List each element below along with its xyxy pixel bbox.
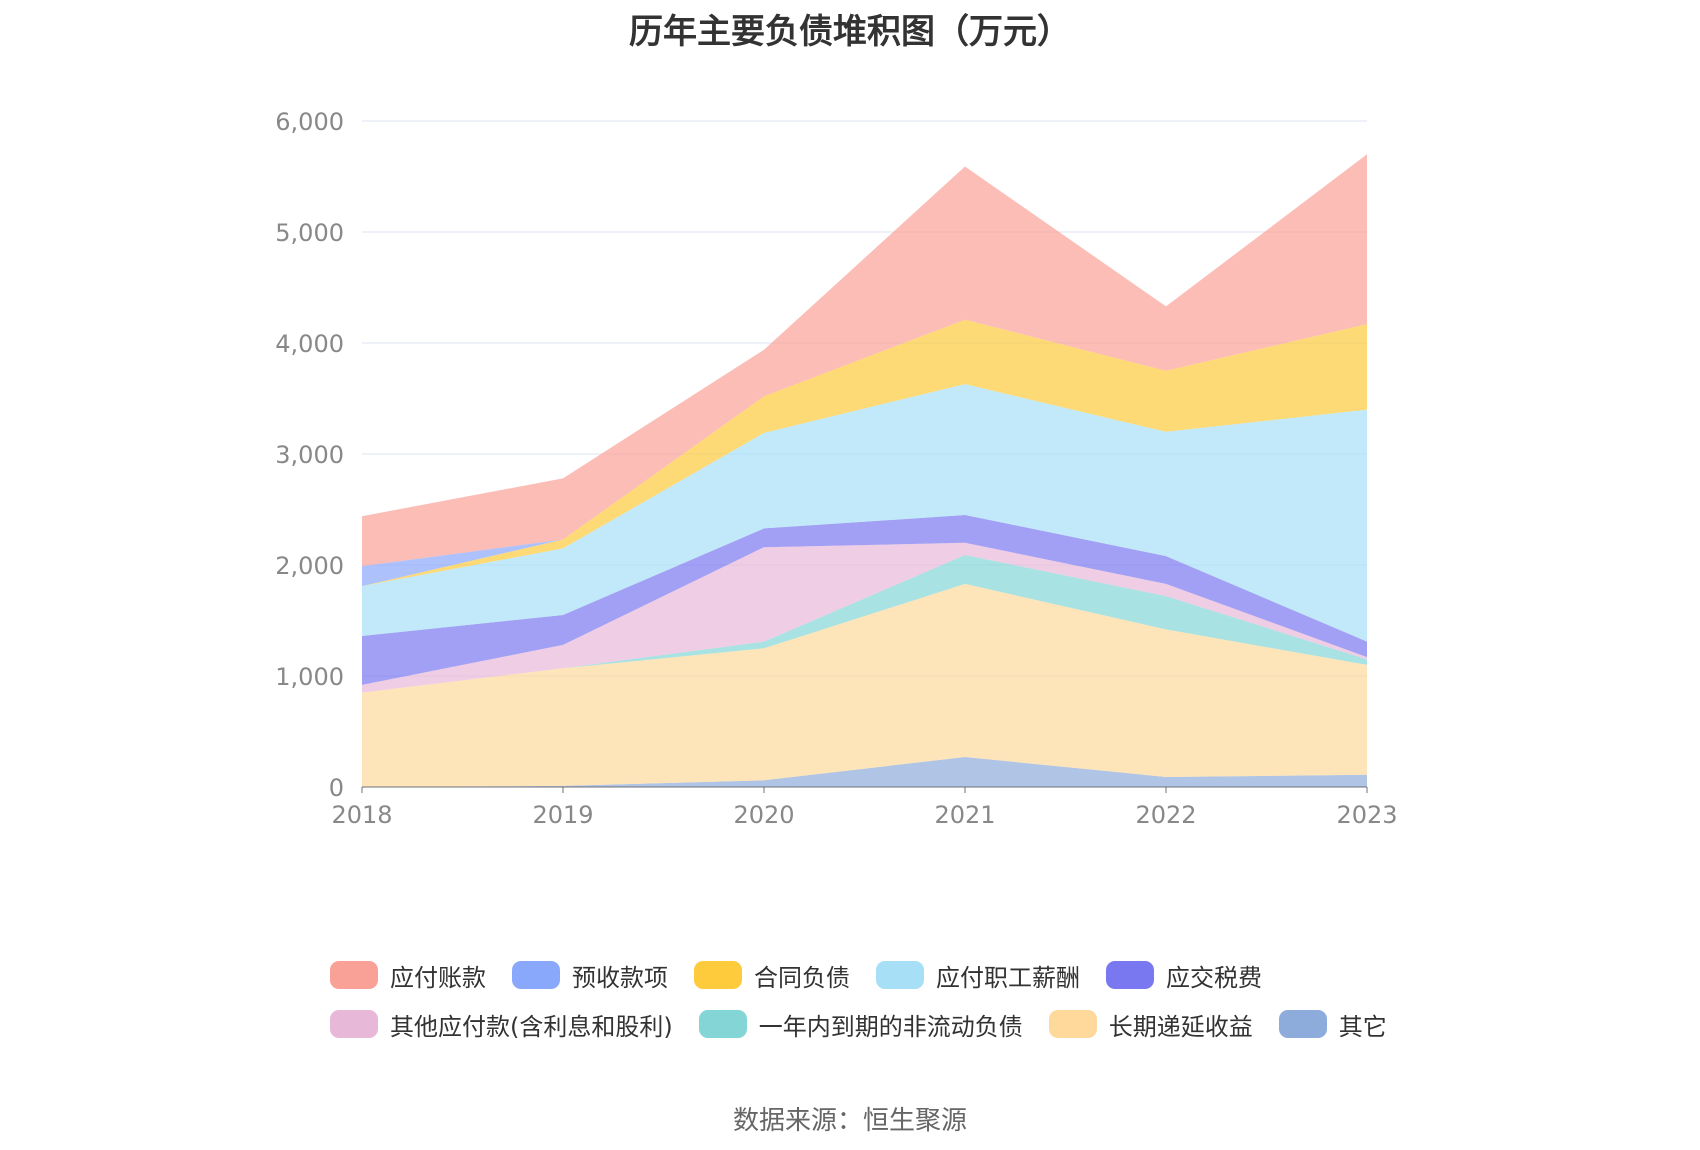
legend-label: 应交税费: [1166, 963, 1262, 992]
legend-swatch: [698, 1010, 747, 1038]
area-series: [362, 154, 1367, 787]
legend-swatch: [876, 961, 924, 989]
legend-label: 长期递延收益: [1108, 1012, 1253, 1041]
legend-swatch: [1278, 1010, 1327, 1038]
legend-label: 其他应付款(含利息和股利): [390, 1012, 673, 1041]
data-source: 数据来源：恒生聚源: [732, 1106, 967, 1136]
legend-label: 预收款项: [572, 963, 668, 992]
legend-item[interactable]: 长期递延收益: [1048, 1007, 1253, 1042]
area-应付职工薪酬: [362, 384, 1367, 642]
x-tick-label: 2021: [934, 801, 995, 829]
y-tick-label: 3,000: [275, 441, 344, 469]
x-tick-label: 2018: [331, 801, 392, 829]
legend-item[interactable]: 预收款项: [512, 958, 668, 993]
area-其他应付款(含利息和股利): [362, 542, 1367, 693]
legend-label: 一年内到期的非流动负债: [758, 1012, 1023, 1041]
y-tick-label: 4,000: [275, 330, 344, 358]
legend-swatch: [1106, 961, 1154, 989]
legend-label: 应付账款: [390, 963, 486, 992]
legend-item[interactable]: 应交税费: [1106, 958, 1262, 993]
y-tick-label: 0: [329, 774, 344, 802]
legend-swatch: [512, 961, 560, 989]
legend-row: 其他应付款(含利息和股利) 一年内到期的非流动负债 长期递延收益 其它: [330, 1004, 1410, 1044]
legend-item[interactable]: 应付账款: [330, 958, 486, 993]
chart-title: 历年主要负债堆积图（万元）: [629, 12, 1071, 52]
x-tick-label: 2019: [532, 801, 593, 829]
y-tick-label: 6,000: [275, 108, 344, 136]
area-预收款项: [362, 319, 1367, 587]
legend-row: 应付账款 预收款项 合同负债 应付职工薪酬 应交税费: [330, 955, 1410, 995]
area-应交税费: [362, 515, 1367, 685]
legend-label: 合同负债: [754, 963, 850, 992]
legend-swatch: [1048, 1010, 1097, 1038]
legend-swatch: [694, 961, 742, 989]
legend-item[interactable]: 应付职工薪酬: [876, 958, 1080, 993]
area-长期递延收益: [362, 583, 1367, 787]
area-应付账款: [362, 154, 1367, 567]
legend-item[interactable]: 合同负债: [694, 958, 850, 993]
x-tick-label: 2020: [733, 801, 794, 829]
legend-item[interactable]: 其它: [1278, 1007, 1387, 1042]
legend-swatch: [330, 1010, 378, 1038]
legend-swatch: [330, 961, 378, 989]
axes: 0 1,000 2,000 3,000 4,000 5,000 6,000 2018 2019 2…: [275, 108, 1397, 829]
y-tick-label: 2,000: [275, 552, 344, 580]
legend-item[interactable]: 其他应付款(含利息和股利): [330, 1007, 673, 1042]
area-合同负债: [362, 319, 1367, 587]
y-tick-label: 1,000: [275, 663, 344, 691]
area-一年内到期的非流动负债: [362, 555, 1367, 693]
legend-label: 应付职工薪酬: [936, 963, 1080, 992]
legend: 应付账款 预收款项 合同负债 应付职工薪酬 应交税费 其他应付款(含利息和股利) 一年内到…: [330, 955, 1410, 1053]
legend-item[interactable]: 一年内到期的非流动负债: [698, 1007, 1023, 1042]
x-tick-label: 2022: [1135, 801, 1196, 829]
area-其它: [362, 757, 1367, 787]
legend-label: 其它: [1338, 1012, 1387, 1041]
y-tick-label: 5,000: [275, 219, 344, 247]
x-tick-label: 2023: [1336, 801, 1397, 829]
